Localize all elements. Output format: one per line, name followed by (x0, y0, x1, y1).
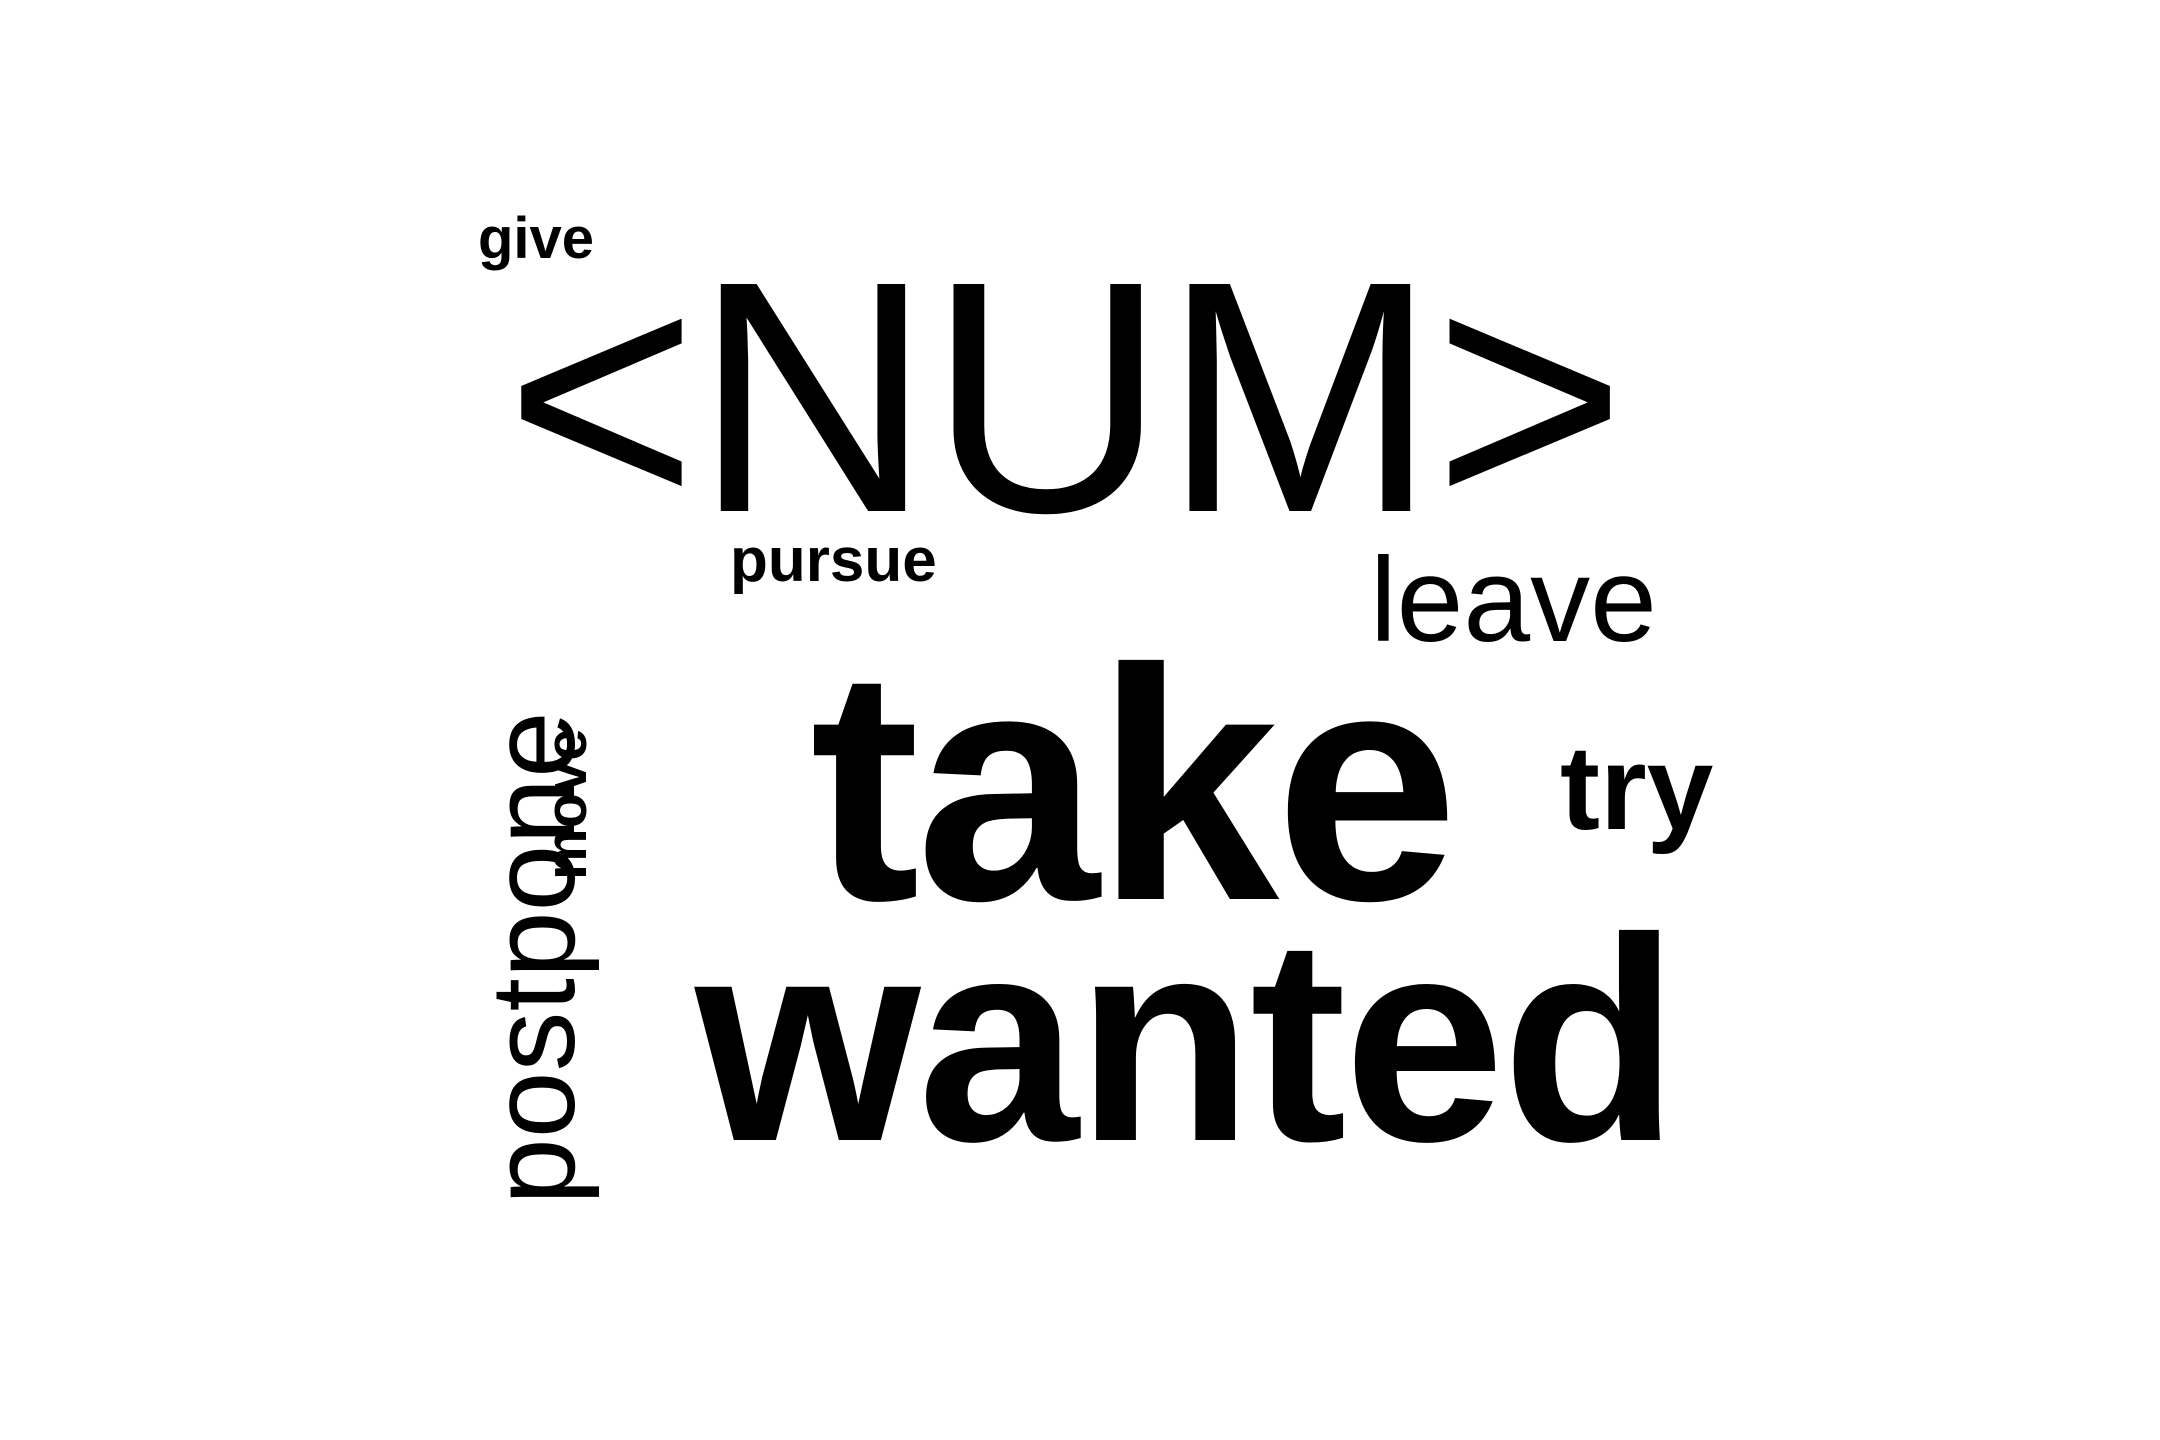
word-postpone: postpone (466, 711, 600, 1205)
word-pursue: pursue (730, 526, 937, 595)
word-give: give (478, 206, 595, 271)
word-wanted: wanted (695, 878, 1679, 1202)
word-take: take (810, 600, 1458, 969)
word-num: <NUM> (505, 212, 1626, 581)
word-try: try (1560, 721, 1714, 855)
word-leave: leave (1370, 533, 1657, 667)
